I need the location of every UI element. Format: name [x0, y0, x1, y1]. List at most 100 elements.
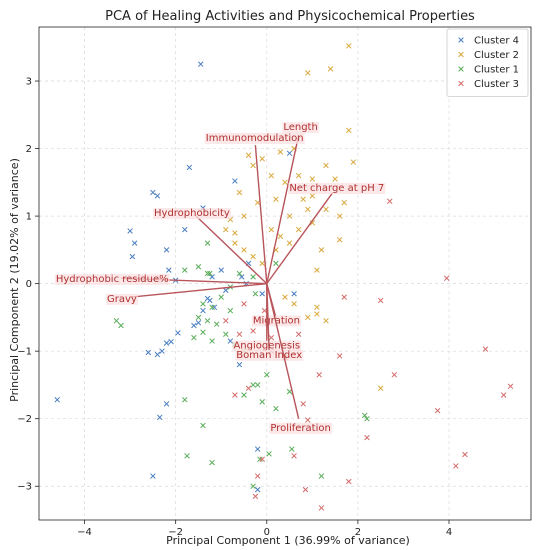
data-point: [200, 301, 206, 307]
legend-entry: Cluster 4: [474, 36, 519, 47]
legend-entry: Cluster 2: [474, 50, 519, 61]
data-point: [223, 226, 229, 233]
data-point: [268, 226, 275, 233]
data-point: [264, 372, 270, 378]
loading-arrow: [266, 134, 300, 284]
data-point: [259, 291, 265, 297]
data-point: [254, 446, 261, 452]
data-point: [273, 405, 279, 412]
data-point: [250, 328, 256, 334]
data-point: [200, 422, 206, 429]
data-point: [236, 189, 243, 196]
data-point: [163, 401, 170, 407]
data-point: [209, 274, 215, 280]
loading-label-bg: [54, 273, 170, 285]
x-axis-label: Principal Component 1 (36.99% of varianc…: [166, 534, 410, 547]
data-point: [223, 331, 229, 338]
data-point: [131, 240, 138, 246]
data-point: [434, 407, 441, 414]
data-point: [346, 43, 352, 49]
data-point: [195, 320, 202, 326]
x-tick-label: 2: [355, 527, 361, 538]
data-point: [323, 162, 329, 169]
data-point: [309, 193, 316, 199]
loading-label: Angiogenesis: [233, 340, 300, 351]
data-point: [257, 456, 263, 462]
x-tick-label: −4: [77, 527, 92, 538]
data-point: [204, 240, 211, 246]
data-point: [223, 287, 229, 294]
data-point: [150, 473, 156, 479]
data-point: [241, 213, 247, 219]
data-point: [232, 178, 238, 184]
loading-label: Migration: [253, 315, 300, 326]
data-point: [273, 196, 279, 202]
data-point: [305, 417, 311, 423]
data-point: [341, 199, 347, 206]
data-point: [462, 451, 468, 458]
y-tick-label: 1: [26, 212, 32, 223]
data-point: [289, 446, 295, 452]
legend-marker: [458, 66, 464, 72]
data-point: [286, 213, 293, 219]
data-point: [295, 226, 302, 233]
data-point: [184, 453, 190, 459]
data-point: [150, 189, 156, 196]
data-point: [318, 505, 325, 511]
data-point: [200, 307, 206, 314]
data-point: [391, 372, 398, 378]
data-point: [195, 314, 202, 321]
data-point: [250, 253, 256, 260]
data-point: [291, 301, 297, 307]
data-point: [182, 226, 188, 233]
data-point: [295, 331, 302, 338]
data-point: [305, 70, 311, 76]
loading-label-bg: [105, 293, 138, 305]
chart-title: PCA of Healing Activities and Physicoche…: [105, 9, 475, 24]
data-point: [318, 473, 325, 479]
loading-label-bg: [153, 208, 231, 220]
data-point: [211, 304, 218, 311]
data-point: [443, 275, 450, 281]
legend: Cluster 4 Cluster 2 Cluster 1 Cluster 3: [446, 28, 529, 97]
legend-marker: [458, 51, 464, 58]
loading-label: Gravy: [107, 294, 137, 305]
legend-box: [446, 28, 529, 97]
axis-ticks: −4 −2 0 2 4 −3 −2 −1 0 1 2 3: [17, 77, 452, 538]
data-point: [159, 348, 165, 354]
data-point: [300, 401, 306, 407]
y-tick-label: −2: [17, 414, 32, 425]
data-point: [218, 267, 224, 273]
y-tick-label: −1: [17, 347, 32, 358]
data-point: [277, 149, 284, 155]
y-axis-label: Principal Component 2 (19.02% of varianc…: [8, 158, 21, 402]
x-tick-label: 4: [446, 527, 452, 538]
data-point: [129, 253, 136, 260]
data-point: [282, 179, 288, 186]
loading-arrow: [266, 283, 300, 419]
data-point: [236, 331, 243, 338]
loading-label: Immunomodulation: [206, 133, 304, 144]
data-point: [346, 478, 352, 485]
data-point: [250, 382, 256, 388]
data-point: [154, 193, 161, 199]
data-point: [195, 263, 202, 270]
data-point: [250, 274, 256, 280]
data-point: [327, 66, 334, 72]
data-point: [277, 233, 284, 240]
y-tick-label: −3: [17, 482, 32, 493]
data-point: [241, 247, 247, 253]
data-point: [232, 240, 238, 246]
legend-marker: [458, 37, 464, 43]
loading-label-bg: [282, 122, 319, 134]
data-point: [252, 291, 259, 297]
data-point: [218, 294, 224, 300]
data-point: [252, 493, 259, 500]
data-point: [332, 176, 338, 182]
data-point: [241, 301, 247, 307]
data-point: [245, 152, 252, 159]
x-tick-label: −2: [168, 527, 183, 538]
data-point: [268, 172, 275, 179]
loading-label: Hydrophobic residue%: [56, 274, 169, 285]
